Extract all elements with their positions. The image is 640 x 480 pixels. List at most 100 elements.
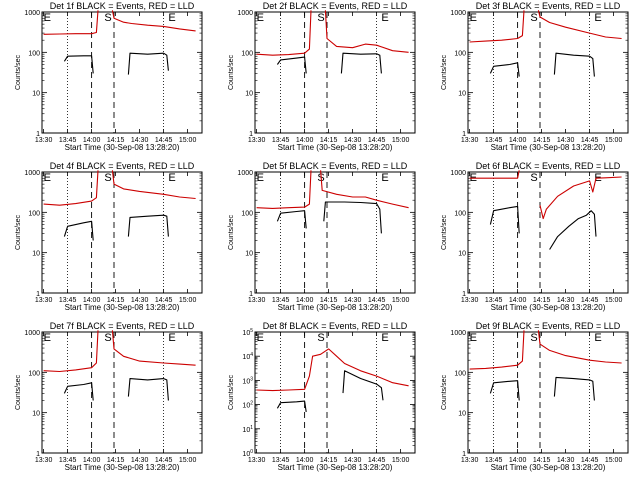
y-tick-label: 105 <box>242 328 253 337</box>
y-tick-label: 103 <box>242 376 253 385</box>
x-tick-label: 13:30 <box>248 137 266 144</box>
series-events-black <box>276 201 382 234</box>
event-marker-e: E <box>381 332 388 344</box>
y-tick-label: 101 <box>242 425 253 434</box>
y-tick-label: 100 <box>454 50 466 57</box>
series-lld-red <box>43 330 196 373</box>
x-tick-label: 13:30 <box>248 457 266 464</box>
panel-title: Det 1f BLACK = Events, RED = LLD <box>50 1 195 11</box>
x-tick-label: 14:30 <box>344 137 362 144</box>
y-tick-label: 10 <box>458 251 466 258</box>
event-marker-e: E <box>168 172 175 184</box>
x-tick-label: 14:00 <box>509 457 527 464</box>
x-tick-label: 14:30 <box>557 297 575 304</box>
event-marker-e: E <box>168 332 175 344</box>
x-tick-label: 14:30 <box>344 297 362 304</box>
x-tick-label: 13:30 <box>35 297 53 304</box>
y-axis-label: Counts/sec <box>15 214 22 250</box>
panel-title: Det 6f BLACK = Events, RED = LLD <box>476 161 621 171</box>
x-tick-label: 14:30 <box>131 297 149 304</box>
y-axis-label: Counts/sec <box>441 214 448 250</box>
x-tick-label: 15:00 <box>179 137 197 144</box>
y-tick-label: 100 <box>241 50 253 57</box>
event-marker-e: E <box>257 12 264 24</box>
y-axis-label: Counts/sec <box>228 54 235 90</box>
x-tick-label: 14:00 <box>83 137 101 144</box>
y-tick-label: 100 <box>241 210 253 217</box>
event-marker-e: E <box>594 12 601 24</box>
plot-frame <box>467 171 629 294</box>
x-axis-label: Start Time (30-Sep-08 13:28:20) <box>65 303 180 312</box>
x-axis-label: Start Time (30-Sep-08 13:28:20) <box>65 463 180 472</box>
x-tick-label: 13:30 <box>461 137 479 144</box>
x-axis-label: Start Time (30-Sep-08 13:28:20) <box>278 303 393 312</box>
x-tick-label: 14:15 <box>533 297 551 304</box>
y-tick-label: 100 <box>28 210 40 217</box>
x-tick-label: 13:45 <box>272 297 290 304</box>
series-lld-red <box>256 348 409 392</box>
event-marker-e: E <box>257 332 264 344</box>
x-tick-label: 14:15 <box>533 137 551 144</box>
x-tick-label: 13:45 <box>59 297 77 304</box>
x-tick-label: 13:45 <box>485 297 503 304</box>
y-tick-label: 1 <box>36 291 40 298</box>
event-marker-e: E <box>381 172 388 184</box>
x-tick-label: 15:00 <box>392 297 410 304</box>
x-tick-label: 14:00 <box>83 457 101 464</box>
x-tick-label: 13:30 <box>461 457 479 464</box>
plot-frame <box>254 331 416 454</box>
x-tick-label: 14:45 <box>368 297 386 304</box>
x-tick-label: 14:15 <box>107 457 125 464</box>
series-lld-red <box>43 170 196 206</box>
x-tick-label: 14:30 <box>131 137 149 144</box>
x-tick-label: 15:00 <box>179 297 197 304</box>
panel-det-8: Det 8f BLACK = Events, RED = LLD 13:30 13:… <box>228 321 416 472</box>
x-tick-label: 13:45 <box>272 137 290 144</box>
event-marker-e: E <box>44 12 51 24</box>
y-tick-label: 1000 <box>450 170 466 177</box>
x-tick-label: 14:30 <box>131 457 149 464</box>
event-marker-e: E <box>257 172 264 184</box>
y-tick-label: 10 <box>458 411 466 418</box>
x-tick-label: 14:45 <box>155 137 173 144</box>
panel-det-7: Det 7f BLACK = Events, RED = LLD 13:30 13:… <box>15 321 203 472</box>
x-tick-label: 14:45 <box>581 297 599 304</box>
panel-title: Det 9f BLACK = Events, RED = LLD <box>476 321 621 331</box>
event-marker-s: S <box>530 172 537 184</box>
series-events-black <box>63 378 169 401</box>
series-events-black <box>489 52 595 77</box>
series-events-black <box>276 52 382 74</box>
x-tick-label: 14:30 <box>344 457 362 464</box>
panel-det-5: Det 5f BLACK = Events, RED = LLD 13:30 13:… <box>228 161 416 312</box>
panel-det-6: Det 6f BLACK = Events, RED = LLD 13:30 13:… <box>441 161 629 312</box>
panel-title: Det 5f BLACK = Events, RED = LLD <box>263 161 408 171</box>
y-tick-label: 1000 <box>237 170 253 177</box>
x-tick-label: 14:15 <box>107 297 125 304</box>
x-axis-label: Start Time (30-Sep-08 13:28:20) <box>491 303 606 312</box>
y-axis-label: Counts/sec <box>228 374 235 410</box>
y-axis-label: Counts/sec <box>228 214 235 250</box>
event-marker-s: S <box>104 12 111 24</box>
y-tick-label: 100 <box>242 449 253 458</box>
y-tick-label: 1000 <box>24 330 40 337</box>
event-marker-e: E <box>470 332 477 344</box>
event-marker-e: E <box>168 12 175 24</box>
y-tick-label: 1000 <box>237 10 253 17</box>
event-marker-s: S <box>317 12 324 24</box>
y-axis-label: Counts/sec <box>15 54 22 90</box>
x-tick-label: 14:45 <box>155 297 173 304</box>
y-tick-label: 100 <box>454 370 466 377</box>
series-lld-red <box>256 170 409 209</box>
y-tick-label: 1 <box>249 291 253 298</box>
y-tick-label: 1 <box>36 131 40 138</box>
event-marker-e: E <box>594 332 601 344</box>
y-tick-label: 10 <box>245 91 253 98</box>
y-tick-label: 10 <box>32 251 40 258</box>
x-tick-label: 13:30 <box>248 297 266 304</box>
plot-frame <box>467 331 629 454</box>
x-axis-label: Start Time (30-Sep-08 13:28:20) <box>278 463 393 472</box>
x-tick-label: 14:15 <box>320 137 338 144</box>
y-tick-label: 100 <box>28 50 40 57</box>
y-tick-label: 100 <box>28 370 40 377</box>
